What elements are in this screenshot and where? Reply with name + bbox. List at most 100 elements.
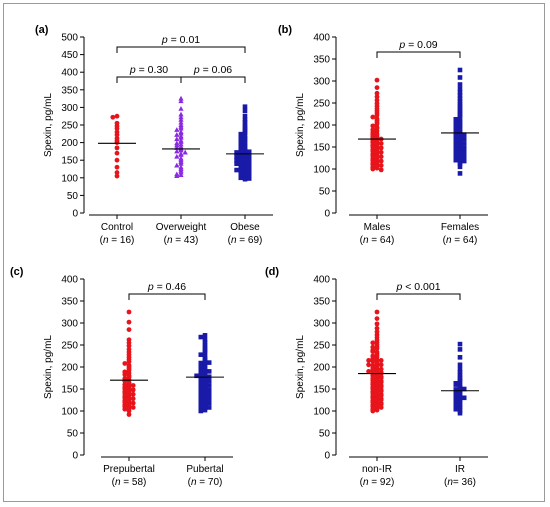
data-point <box>374 321 380 327</box>
data-point <box>206 383 212 388</box>
data-point <box>198 386 204 392</box>
data-point <box>453 116 459 122</box>
data-point <box>453 387 459 392</box>
data-point <box>234 150 239 155</box>
data-point <box>194 373 199 379</box>
data-point <box>378 145 384 151</box>
data-point <box>457 379 463 384</box>
data-point <box>202 403 208 409</box>
group-pubertal <box>186 333 224 414</box>
data-point <box>370 166 376 172</box>
significance-bracket: p = 0.01 <box>116 34 246 53</box>
data-point <box>130 400 136 406</box>
data-point <box>114 164 120 170</box>
data-point <box>457 385 463 391</box>
data-point <box>202 340 208 345</box>
data-point <box>114 150 120 156</box>
y-tick-label: 150 <box>313 385 330 396</box>
data-point <box>126 412 132 417</box>
y-tick-label: 450 <box>61 50 78 61</box>
data-point <box>198 391 204 396</box>
data-point <box>374 325 380 331</box>
data-point <box>242 133 248 138</box>
data-point <box>242 165 248 171</box>
data-point <box>457 395 463 400</box>
data-point <box>378 358 384 363</box>
data-point <box>242 137 248 143</box>
panel-label: (a) <box>35 24 49 36</box>
y-tick-label: 400 <box>313 275 330 286</box>
data-point <box>374 85 380 90</box>
data-point <box>178 139 184 144</box>
data-point <box>202 385 208 391</box>
group-females <box>441 67 479 176</box>
data-point <box>453 402 459 408</box>
data-point <box>174 153 180 159</box>
data-point <box>234 154 239 159</box>
data-point <box>114 157 120 163</box>
data-point <box>453 135 459 141</box>
data-point <box>178 125 184 131</box>
data-point <box>242 108 248 114</box>
data-point <box>378 397 384 403</box>
data-point <box>178 172 184 177</box>
data-point <box>457 401 463 407</box>
data-point <box>202 350 208 356</box>
y-tick-label: 200 <box>61 363 78 374</box>
data-point <box>178 106 184 111</box>
data-point <box>246 176 252 181</box>
data-point <box>202 377 208 382</box>
data-point <box>114 173 120 179</box>
panel-label: (c) <box>10 266 24 278</box>
data-point <box>202 362 208 367</box>
data-point <box>457 341 463 347</box>
y-tick-label: 300 <box>61 319 78 330</box>
data-point <box>457 372 463 378</box>
data-point <box>374 77 380 83</box>
data-point <box>114 170 120 175</box>
data-point <box>457 115 463 120</box>
data-point <box>374 407 380 413</box>
data-point <box>202 359 208 365</box>
data-point <box>453 131 459 137</box>
data-point <box>178 95 184 101</box>
panel-3: (c) 0 50 100 150 200 250 300 350 400 Spexin, pg/mL… <box>10 266 233 488</box>
y-tick-label: 250 <box>313 99 330 110</box>
y-tick-label: 0 <box>324 451 330 462</box>
data-point <box>378 388 384 394</box>
data-point <box>461 136 467 142</box>
data-point <box>378 141 384 146</box>
data-point <box>206 378 212 384</box>
data-point <box>202 407 208 413</box>
y-tick-label: 350 <box>61 297 78 308</box>
p-value-label: p = 0.46 <box>147 281 186 293</box>
data-point <box>457 82 463 87</box>
data-point <box>246 149 252 155</box>
data-point <box>457 369 463 375</box>
y-tick-label: 150 <box>61 385 78 396</box>
data-point <box>174 132 180 137</box>
data-point <box>130 383 136 388</box>
data-point <box>453 157 459 163</box>
data-point <box>198 373 204 379</box>
data-point <box>457 98 463 104</box>
data-point <box>457 405 463 411</box>
data-point <box>202 390 208 395</box>
group-n-label: (n= 36) <box>444 477 476 488</box>
data-point <box>453 400 459 405</box>
y-tick-label: 250 <box>61 341 78 352</box>
data-point <box>374 346 380 351</box>
data-point <box>457 120 463 125</box>
data-point <box>234 167 239 173</box>
data-point <box>238 138 244 144</box>
x-tick-label: Pubertal <box>186 464 223 475</box>
data-point <box>370 340 376 346</box>
data-point <box>374 309 380 315</box>
data-point <box>457 67 463 73</box>
data-point <box>461 395 467 401</box>
data-point <box>453 391 459 396</box>
data-point <box>206 405 212 410</box>
data-point <box>461 132 467 137</box>
group-males <box>358 77 396 173</box>
data-point <box>238 166 244 171</box>
